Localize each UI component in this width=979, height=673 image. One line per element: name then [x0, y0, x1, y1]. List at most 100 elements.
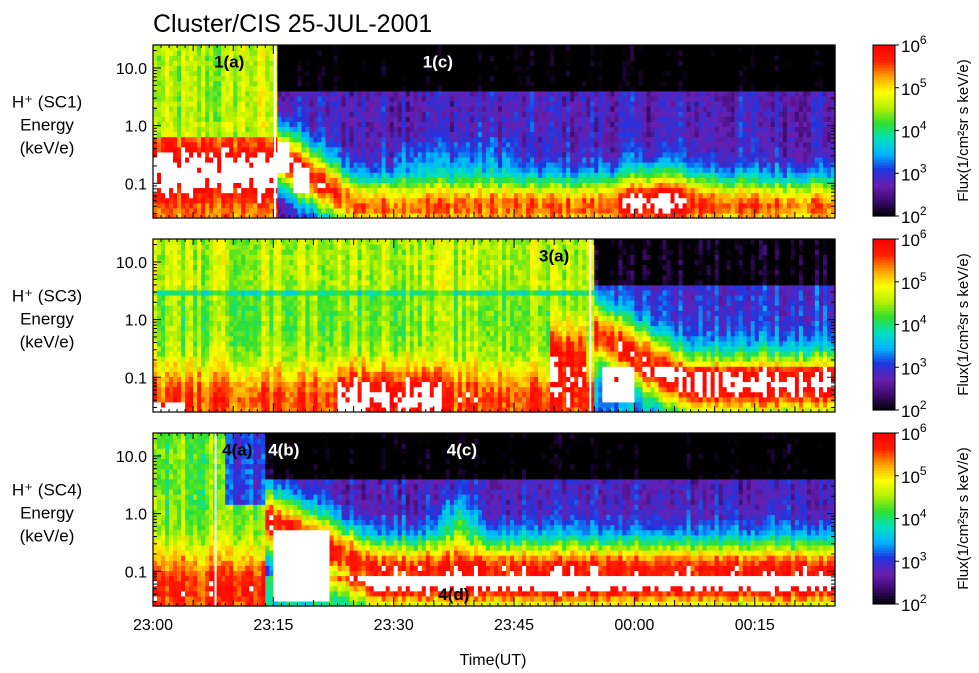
heatmap-cell: [433, 197, 439, 204]
heatmap-cell: [353, 65, 359, 72]
heatmap-cell: [225, 182, 230, 189]
heatmap-cell: [173, 100, 178, 107]
heatmap-cell: [445, 85, 451, 92]
heatmap-cell: [345, 162, 351, 168]
heatmap-cell: [506, 106, 511, 112]
heatmap-cell: [658, 70, 664, 77]
heatmap-cell: [313, 202, 319, 209]
heatmap-cell: [469, 95, 475, 102]
heatmap-cell: [413, 202, 419, 209]
heatmap-cell: [165, 95, 170, 102]
heatmap-cell: [393, 116, 399, 122]
heatmap-cell: [654, 85, 660, 92]
heatmap-cell: [397, 60, 403, 66]
heatmap-cell: [566, 45, 571, 51]
heatmap-cell: [602, 156, 607, 163]
heatmap-cell: [558, 50, 563, 56]
heatmap-cell: [161, 182, 166, 189]
heatmap-cell: [389, 136, 395, 143]
heatmap-cell: [241, 50, 246, 56]
heatmap-cell: [277, 207, 282, 214]
heatmap-cell: [622, 50, 627, 56]
heatmap-cell: [502, 100, 507, 107]
heatmap-cell: [514, 177, 519, 183]
heatmap-cell: [722, 146, 728, 153]
heatmap-cell: [169, 141, 174, 148]
heatmap-cell: [309, 156, 315, 163]
heatmap-cell: [469, 212, 475, 219]
heatmap-cell: [269, 45, 274, 51]
heatmap-cell: [602, 80, 607, 87]
heatmap-cell: [225, 207, 230, 214]
heatmap-cell: [389, 55, 395, 61]
heatmap-cell: [373, 126, 379, 133]
heatmap-cell: [185, 90, 190, 97]
heatmap-cell: [510, 202, 515, 209]
heatmap-cell: [622, 65, 627, 72]
heatmap-cell: [257, 116, 262, 122]
heatmap-cell: [193, 116, 198, 122]
heatmap-cell: [542, 187, 547, 194]
heatmap-cell: [461, 136, 467, 143]
heatmap-cell: [469, 167, 475, 173]
heatmap-cell: [514, 111, 519, 117]
heatmap-cell: [325, 177, 331, 183]
heatmap-cell: [582, 141, 587, 148]
heatmap-cell: [201, 197, 206, 204]
heatmap-cell: [554, 146, 559, 153]
heatmap-cell: [686, 192, 692, 199]
heatmap-cell: [622, 95, 627, 102]
heatmap-cell: [413, 95, 419, 102]
heatmap-cell: [433, 192, 439, 199]
heatmap-cell: [445, 212, 451, 219]
heatmap-cell: [373, 212, 379, 219]
heatmap-cell: [233, 202, 238, 209]
heatmap-cell: [277, 172, 282, 178]
heatmap-cell: [602, 172, 607, 178]
heatmap-cell: [241, 207, 246, 214]
heatmap-cell: [594, 80, 599, 87]
heatmap-cell: [682, 212, 688, 219]
heatmap-cell: [301, 50, 307, 56]
heatmap-cell: [253, 50, 258, 56]
heatmap-cell: [337, 55, 343, 61]
heatmap-cell: [722, 141, 728, 148]
heatmap-cell: [534, 182, 539, 189]
heatmap-cell: [205, 146, 210, 153]
heatmap-cell: [269, 90, 274, 97]
heatmap-cell: [662, 187, 668, 194]
heatmap-cell: [349, 141, 355, 148]
heatmap-cell: [670, 192, 676, 199]
heatmap-cell: [694, 116, 700, 122]
heatmap-cell: [217, 141, 222, 148]
heatmap-cell: [682, 80, 688, 87]
heatmap-cell: [614, 111, 619, 117]
heatmap-cell: [714, 50, 720, 56]
heatmap-cell: [361, 141, 367, 148]
heatmap-cell: [409, 146, 415, 153]
heatmap-cell: [385, 70, 391, 77]
heatmap-cell: [173, 151, 178, 158]
heatmap-cell: [453, 131, 459, 138]
heatmap-cell: [542, 141, 547, 148]
heatmap-cell: [169, 100, 174, 107]
heatmap-cell: [606, 187, 611, 194]
heatmap-cell: [610, 55, 615, 61]
heatmap-cell: [614, 70, 619, 77]
heatmap-cell: [554, 167, 559, 173]
heatmap-cell: [357, 202, 363, 209]
heatmap-cell: [598, 187, 603, 194]
heatmap-cell: [277, 95, 282, 102]
heatmap-cell: [261, 177, 266, 183]
heatmap-cell: [598, 151, 603, 158]
heatmap-cell: [602, 45, 607, 51]
heatmap-cell: [365, 121, 371, 128]
heatmap-cell: [566, 182, 571, 189]
heatmap-cell: [297, 106, 303, 112]
heatmap-cell: [269, 55, 274, 61]
heatmap-cell: [221, 162, 226, 168]
heatmap-cell: [566, 187, 571, 194]
heatmap-cell: [542, 90, 547, 97]
heatmap-cell: [421, 85, 427, 92]
heatmap-cell: [714, 172, 720, 178]
